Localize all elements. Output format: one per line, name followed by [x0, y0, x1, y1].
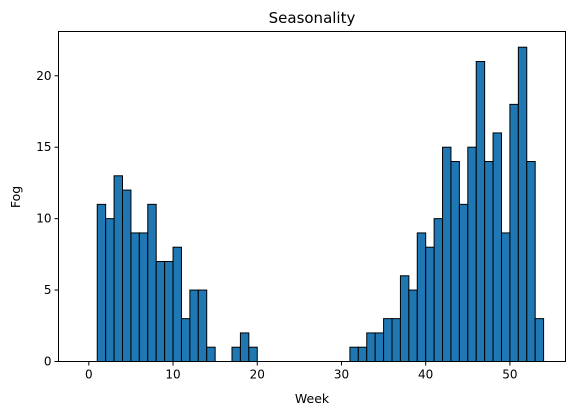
x-tick-label: 20 [250, 368, 265, 382]
y-tick-label: 10 [36, 212, 51, 226]
bar [206, 346, 216, 362]
bar [484, 161, 494, 362]
bar [122, 189, 132, 362]
bar [197, 289, 208, 363]
bar [391, 318, 401, 363]
bar [113, 175, 124, 362]
y-axis-ticks: 0 5 10 15 20 [36, 69, 59, 369]
bar [408, 289, 418, 363]
bar [164, 261, 174, 362]
bar [433, 218, 444, 362]
plot-frame [58, 31, 566, 362]
x-axis-ticks: 0 10 20 30 40 50 [85, 361, 518, 382]
bar [180, 318, 191, 363]
bar [500, 232, 511, 362]
bar [138, 232, 149, 362]
bar [517, 46, 528, 363]
x-tick-label: 50 [502, 368, 517, 382]
x-tick-label: 40 [418, 368, 433, 382]
y-tick-label: 20 [36, 69, 51, 83]
bar [475, 61, 486, 362]
bar [450, 161, 460, 362]
x-tick-label: 0 [85, 368, 93, 382]
bar [458, 203, 469, 362]
bar [172, 246, 182, 363]
bar [383, 318, 393, 363]
x-tick-label: 10 [165, 368, 180, 382]
bar [105, 218, 115, 362]
bar [526, 161, 536, 362]
bar [189, 289, 199, 363]
y-tick-label: 5 [44, 283, 52, 297]
bar [425, 246, 435, 363]
bar [231, 346, 241, 362]
y-axis-label: Fog [8, 186, 23, 208]
bars-group [96, 46, 545, 363]
bar [147, 203, 157, 362]
bar [155, 261, 166, 362]
bar [492, 132, 502, 362]
bar [416, 232, 427, 362]
x-axis-label: Week [295, 391, 330, 406]
bar [130, 232, 140, 362]
bar [442, 146, 452, 362]
bar [467, 146, 477, 362]
x-tick-label: 30 [334, 368, 349, 382]
y-tick-label: 15 [36, 140, 51, 154]
bar [349, 346, 359, 362]
bar [366, 332, 376, 362]
bar [534, 318, 545, 363]
bar [239, 332, 250, 362]
bar [248, 346, 258, 362]
bar [357, 346, 368, 362]
bar [399, 275, 410, 363]
chart-title: Seasonality [269, 9, 356, 27]
bar [374, 332, 385, 362]
bar [509, 103, 519, 363]
bar [96, 203, 107, 362]
y-tick-label: 0 [44, 355, 52, 369]
